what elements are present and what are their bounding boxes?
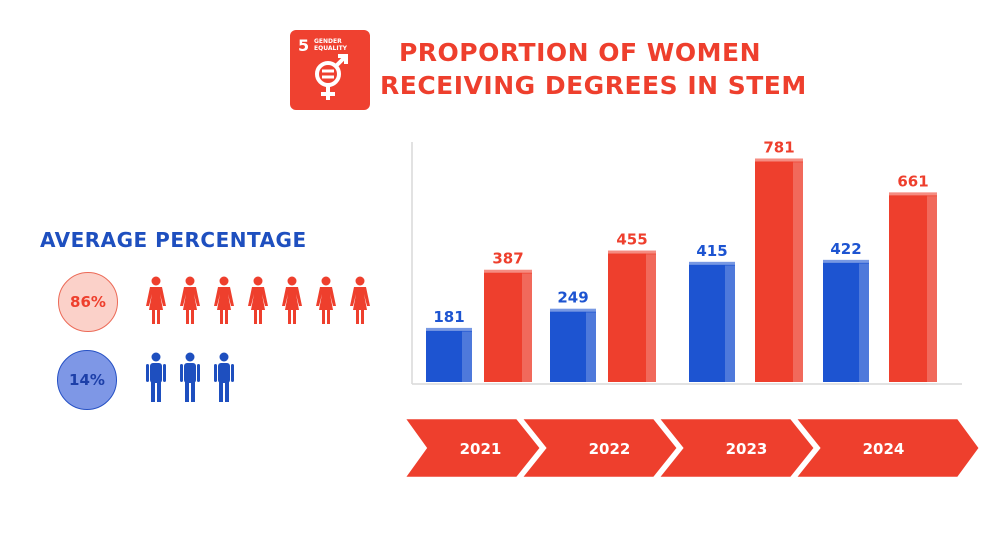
woman-icon: [248, 276, 268, 324]
women-percent-badge: 86%: [58, 272, 118, 332]
sdg-label: GENDER EQUALITY: [314, 38, 347, 52]
bar-2022-series-1: [550, 308, 596, 382]
data-label-2021-series-2: 387: [492, 250, 523, 268]
woman-icon: [214, 276, 234, 324]
title-line-2: RECEIVING DEGREES IN STEM: [380, 71, 807, 100]
timeline-arrow-2021: [404, 418, 543, 480]
man-icon: [180, 352, 200, 402]
men-percent-badge: 14%: [57, 350, 117, 410]
year-timeline: 2021 2022 2023 2024: [404, 418, 982, 480]
data-label-2024-series-2: 661: [897, 172, 928, 190]
women-icons-row: [146, 276, 384, 326]
men-icons-row: [146, 352, 248, 404]
bar-2023-series-2: [755, 158, 803, 382]
data-label-2022-series-1: 249: [557, 289, 588, 307]
gender-equality-icon: [315, 54, 348, 100]
woman-icon: [316, 276, 336, 324]
bar-2021-series-2: [484, 269, 532, 382]
man-icon: [146, 352, 166, 402]
data-label-2023-series-2: 781: [763, 140, 794, 156]
woman-icon: [180, 276, 200, 324]
bar-2022-series-2: [608, 250, 656, 382]
man-icon: [214, 352, 234, 402]
x-tick-label-2021: 2021: [460, 440, 502, 458]
sdg-badge: 5 GENDER EQUALITY: [290, 30, 370, 110]
data-label-2021-series-1: 181: [433, 308, 464, 326]
woman-icon: [282, 276, 302, 324]
title-line-1: PROPORTION OF WOMEN: [398, 38, 761, 67]
timeline-arrow-2024: [792, 418, 982, 480]
x-tick-label-2024: 2024: [863, 440, 905, 458]
x-tick-label-2022: 2022: [589, 440, 631, 458]
timeline-arrow-2022: [518, 418, 680, 480]
bar-2024-series-2: [889, 192, 937, 382]
bar-2023-series-1: [689, 261, 735, 382]
bar-2024-series-1: [823, 259, 869, 382]
timeline-arrow-2023: [655, 418, 817, 480]
average-percentage-heading: AVERAGE PERCENTAGE: [40, 228, 307, 252]
sdg-label-line1: GENDER: [314, 38, 342, 45]
sdg-label-line2: EQUALITY: [314, 45, 348, 52]
bar-2021-series-1: [426, 327, 472, 382]
page-title: PROPORTION OF WOMEN RECEIVING DEGREES IN…: [380, 36, 807, 102]
data-label-2022-series-2: 455: [616, 231, 647, 249]
data-label-2024-series-1: 422: [830, 240, 861, 258]
data-label-2023-series-1: 415: [696, 242, 727, 260]
bar-chart: 181 387 249 455 415 781 422 661: [411, 140, 962, 385]
x-tick-label-2023: 2023: [726, 440, 768, 458]
woman-icon: [350, 276, 370, 324]
sdg-number: 5: [298, 36, 310, 55]
woman-icon: [146, 276, 166, 324]
